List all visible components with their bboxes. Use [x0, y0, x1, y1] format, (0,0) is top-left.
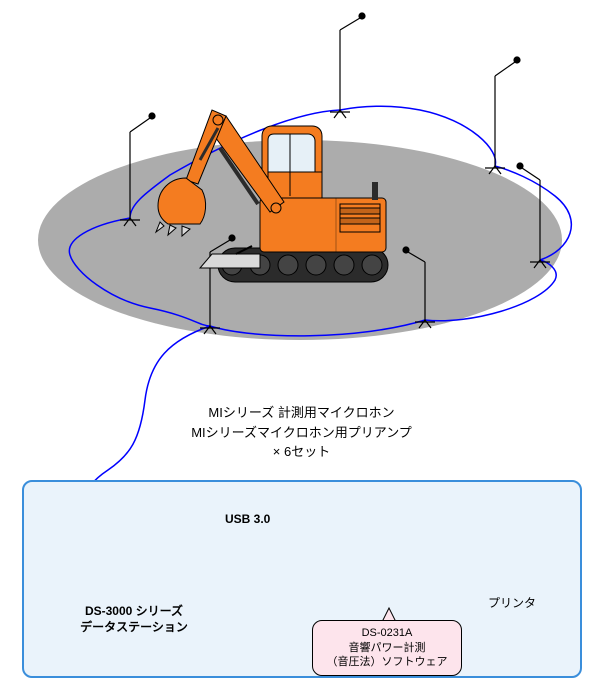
mic-caption-line2: MIシリーズマイクロホン用プリアンプ	[191, 425, 412, 440]
mic-caption-line3: × 6セット	[273, 444, 330, 459]
mic-caption-line1: MIシリーズ 計測用マイクロホン	[208, 405, 394, 420]
mic-stand	[330, 13, 365, 118]
software-bubble: DS-0231A 音響パワー計測 （音圧法）ソフトウェア	[312, 620, 462, 676]
bubble-line2: 音響パワー計測	[349, 642, 426, 654]
mic-stand	[485, 57, 520, 174]
printer-label: プリンタ	[467, 594, 557, 611]
microphone-caption: MIシリーズ 計測用マイクロホン MIシリーズマイクロホン用プリアンプ × 6セ…	[0, 403, 603, 462]
ds-label-line1: DS-3000 シリーズ	[85, 604, 183, 618]
usb-label: USB 3.0	[225, 512, 270, 526]
ds-label-line2: データステーション	[80, 620, 188, 634]
bubble-line1: DS-0231A	[362, 627, 413, 639]
bubble-line3: （音圧法）ソフトウェア	[327, 656, 448, 668]
data-station-label: DS-3000 シリーズ データステーション	[50, 604, 218, 635]
equipment-box	[22, 480, 582, 678]
